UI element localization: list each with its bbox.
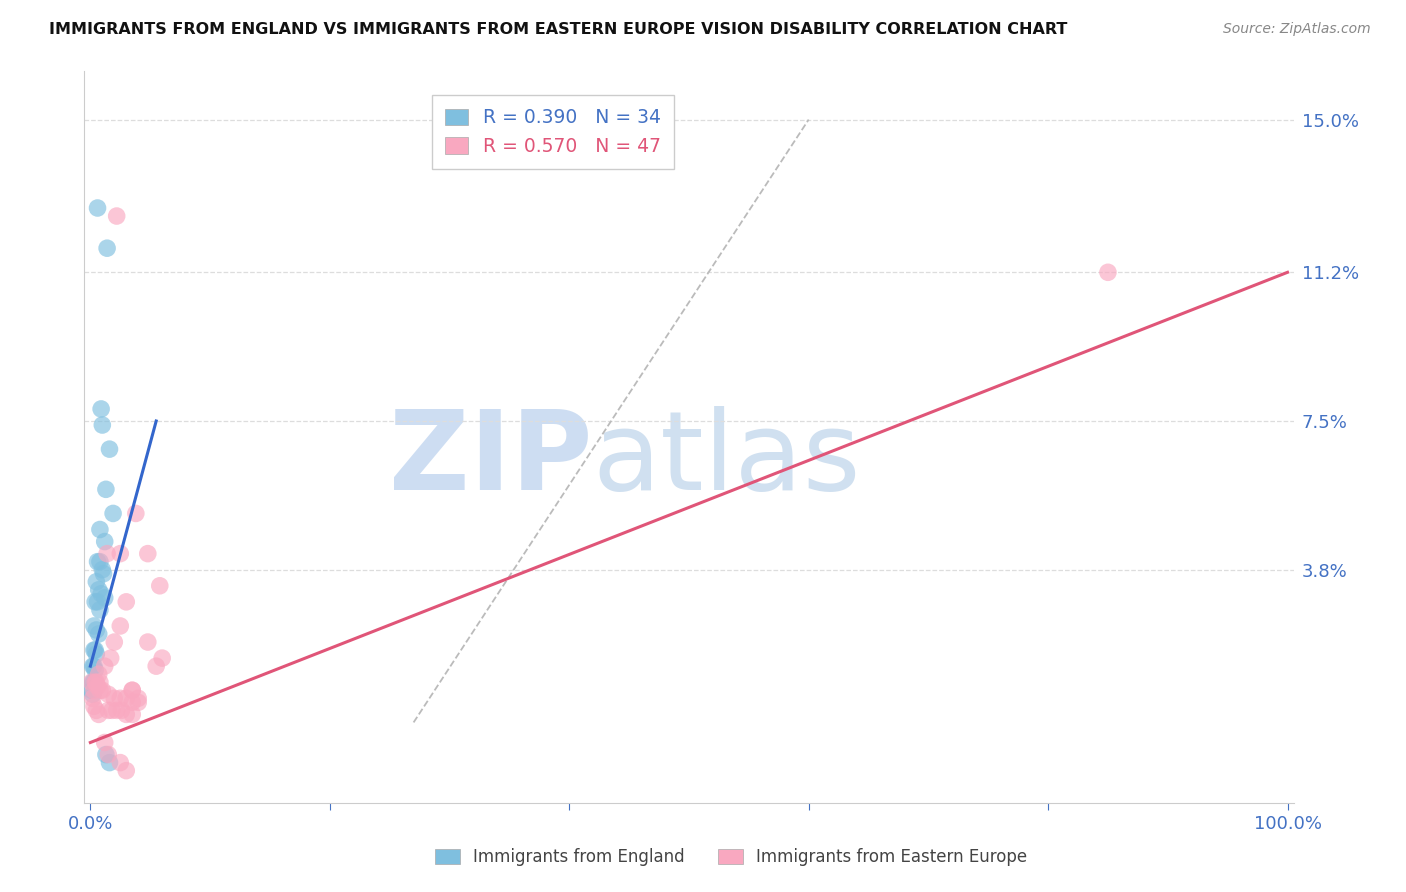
Point (97, 703, 120, 717)
Point (80, 683, 103, 698)
Point (84, 663, 107, 677)
Point (89, 675, 111, 690)
Point (94, 483, 117, 497)
Point (121, 695, 143, 709)
Point (90, 587, 112, 601)
Text: Source: ZipAtlas.com: Source: ZipAtlas.com (1223, 22, 1371, 37)
Point (110, 619, 132, 633)
Point (110, 691, 132, 706)
Point (98, 442, 121, 457)
Point (98, 756, 121, 770)
Point (91, 563, 114, 577)
Point (82, 675, 104, 690)
Point (150, 651, 173, 665)
Point (121, 707, 143, 722)
Point (93, 735, 115, 749)
Point (97, 747, 120, 762)
Point (115, 764, 138, 778)
Point (91, 683, 114, 698)
Point (110, 756, 132, 770)
Point (90, 401, 112, 416)
Legend: Immigrants from England, Immigrants from Eastern Europe: Immigrants from England, Immigrants from… (427, 842, 1035, 873)
Point (121, 683, 143, 698)
Point (82, 659, 104, 673)
Point (83, 675, 105, 690)
Point (149, 579, 172, 593)
Point (86, 555, 108, 569)
Point (110, 703, 132, 717)
Point (93, 591, 115, 605)
Text: atlas: atlas (592, 406, 860, 513)
Point (83, 683, 105, 698)
Point (84, 643, 107, 657)
Point (93, 566, 115, 581)
Point (91, 417, 114, 432)
Point (86, 679, 108, 693)
Legend: R = 0.390   N = 34, R = 0.570   N = 47: R = 0.390 N = 34, R = 0.570 N = 47 (432, 95, 673, 169)
Point (86, 703, 108, 717)
Point (86, 623, 108, 637)
Point (105, 209, 128, 223)
Point (94, 747, 117, 762)
Point (87, 667, 110, 681)
Point (127, 691, 149, 706)
Point (96, 547, 118, 561)
Text: ZIP: ZIP (389, 406, 592, 513)
Point (125, 507, 148, 521)
Point (82, 687, 104, 701)
Point (89, 683, 111, 698)
Point (103, 635, 125, 649)
Point (86, 675, 108, 690)
Point (83, 643, 105, 657)
Point (80, 675, 103, 690)
Point (86, 574, 108, 589)
Point (89, 555, 111, 569)
Point (87, 582, 110, 597)
Point (84, 595, 107, 609)
Point (136, 635, 159, 649)
Point (103, 691, 125, 706)
Point (83, 699, 105, 714)
Point (145, 659, 167, 673)
Point (84, 675, 107, 690)
Point (121, 683, 143, 698)
Point (86, 595, 108, 609)
Point (86, 201, 108, 215)
Point (83, 659, 105, 673)
Point (110, 547, 132, 561)
Point (93, 659, 115, 673)
Point (96, 241, 118, 255)
Point (115, 595, 138, 609)
Point (115, 707, 138, 722)
Text: IMMIGRANTS FROM ENGLAND VS IMMIGRANTS FROM EASTERN EUROPE VISION DISABILITY CORR: IMMIGRANTS FROM ENGLAND VS IMMIGRANTS FR… (49, 22, 1067, 37)
Point (136, 547, 159, 561)
Point (82, 691, 104, 706)
Point (97, 687, 120, 701)
Point (105, 703, 128, 717)
Point (89, 523, 111, 537)
Point (100, 651, 122, 665)
Point (115, 691, 138, 706)
Point (86, 647, 108, 661)
Point (89, 603, 111, 617)
Point (101, 703, 124, 717)
Point (127, 695, 149, 709)
Point (83, 619, 105, 633)
Point (101, 507, 124, 521)
Point (87, 707, 110, 722)
Point (1097, 265, 1119, 279)
Point (87, 627, 110, 641)
Point (93, 534, 115, 549)
